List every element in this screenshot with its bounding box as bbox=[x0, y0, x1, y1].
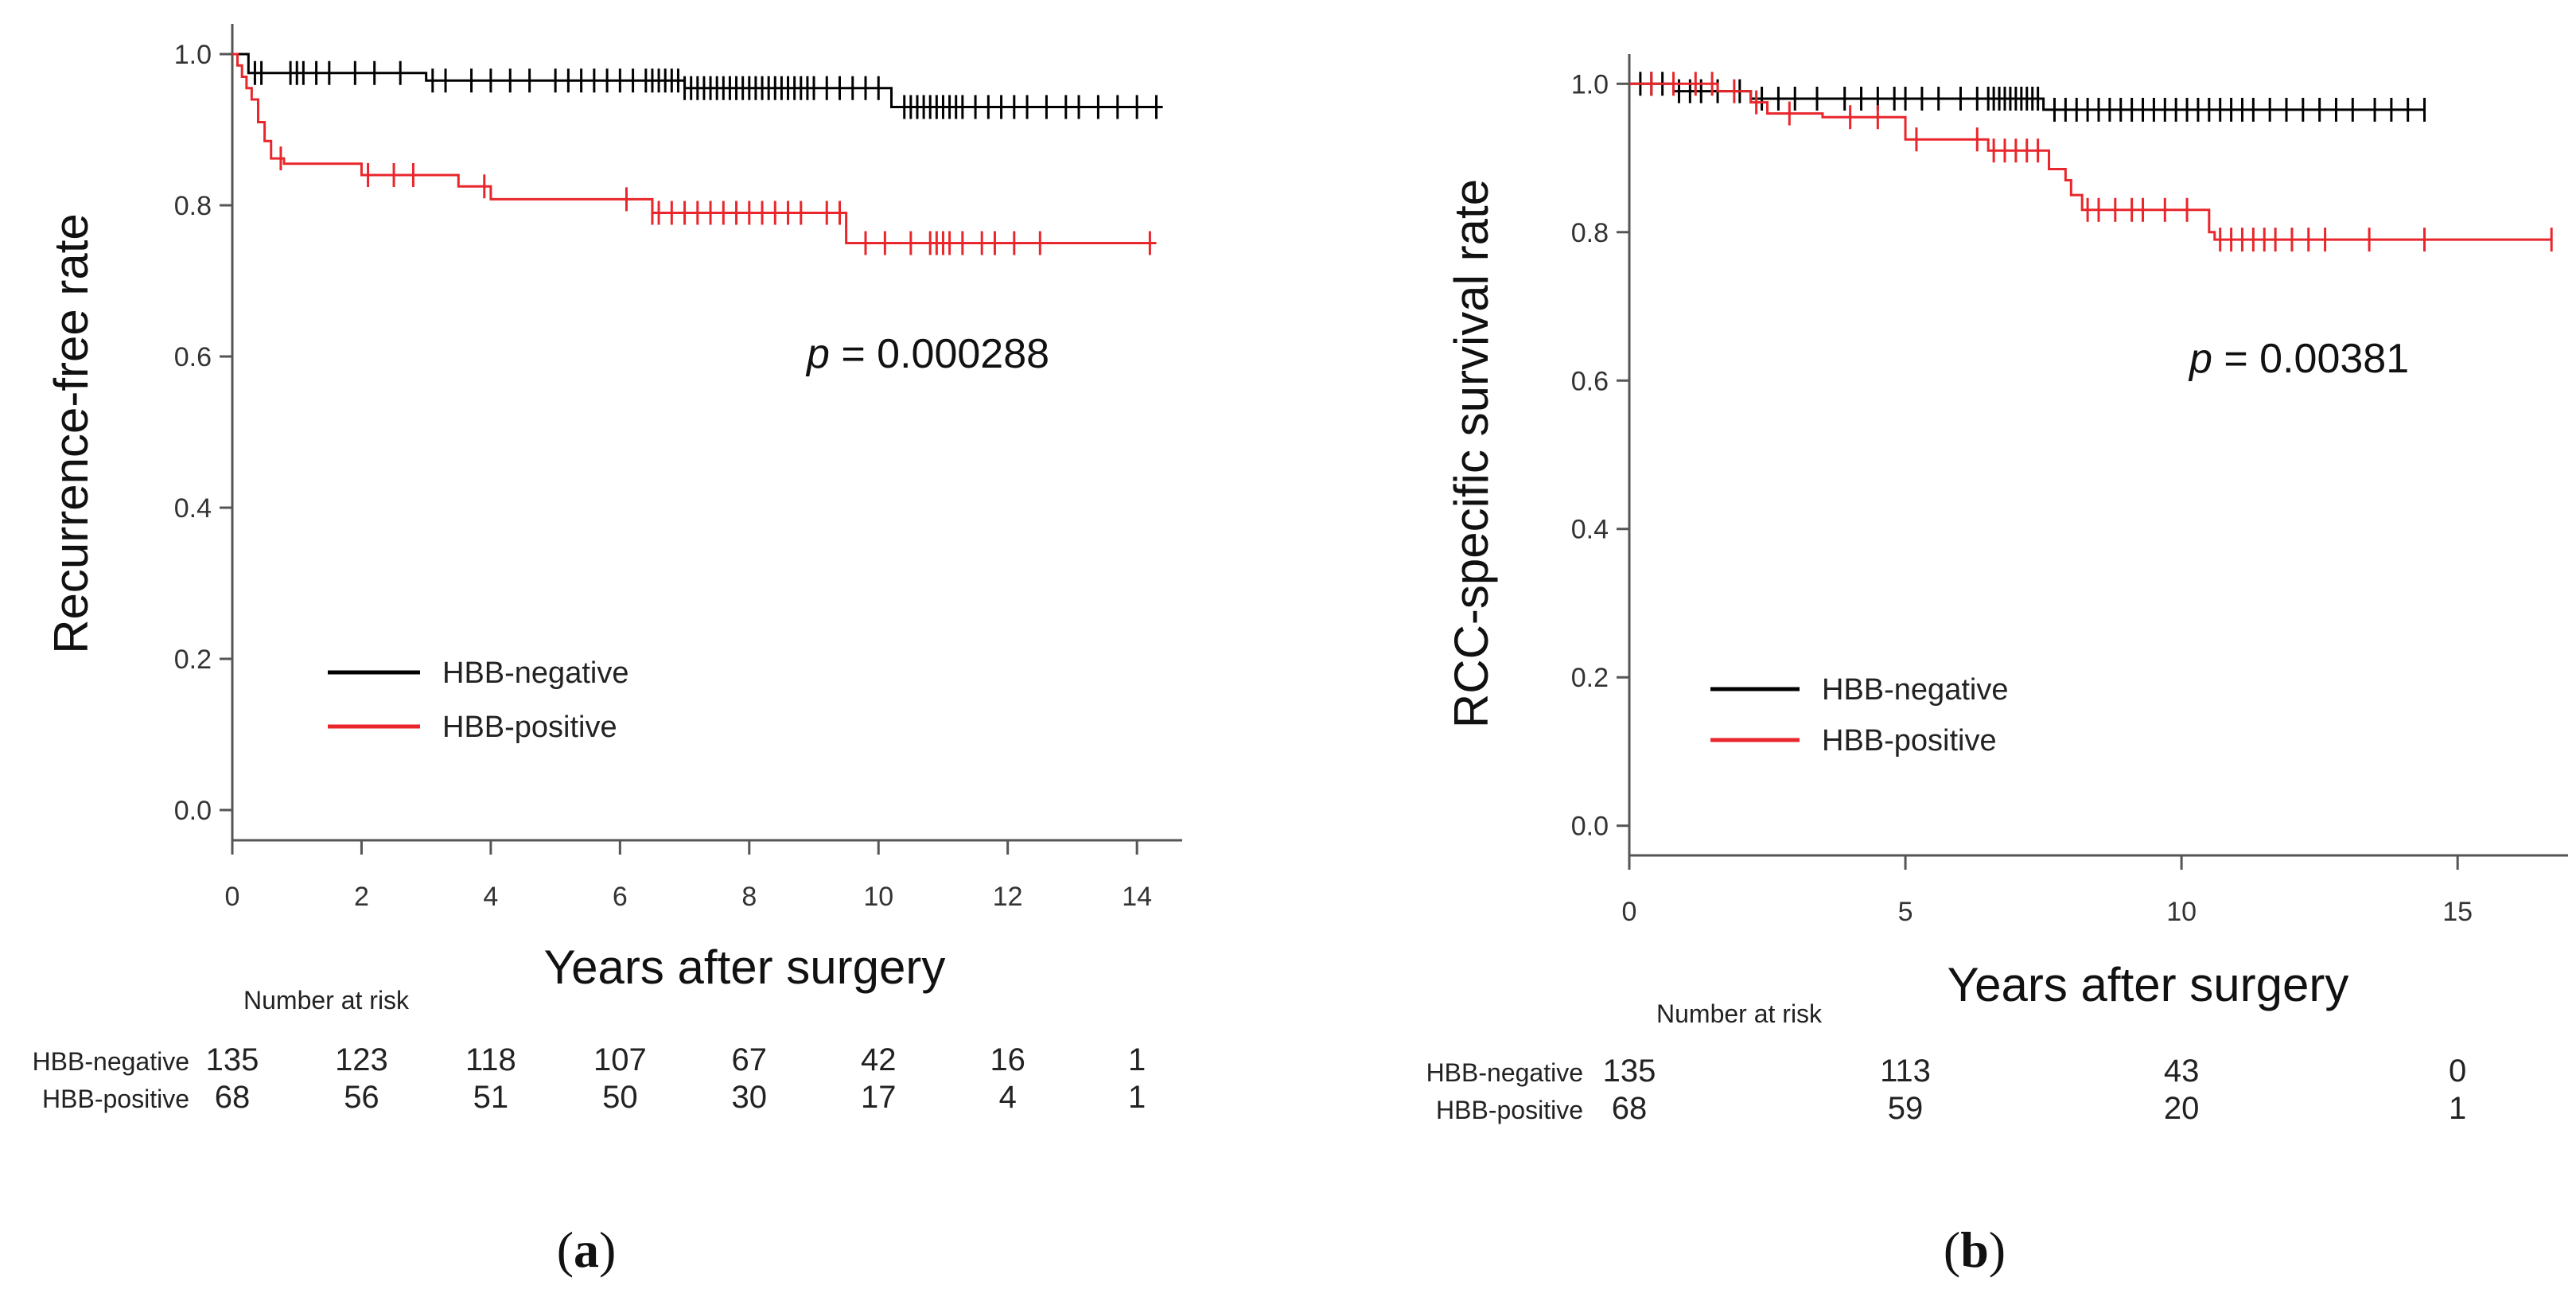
risk-value: 68 bbox=[1612, 1091, 1648, 1126]
risk-value: 113 bbox=[1880, 1054, 1931, 1089]
risk-value: 135 bbox=[1603, 1054, 1656, 1089]
legend-label: HBB-positive bbox=[442, 711, 617, 744]
risk-table-header: Number at risk bbox=[1656, 999, 1823, 1028]
risk-value: 68 bbox=[215, 1080, 251, 1115]
x-tick-label: 15 bbox=[2442, 897, 2473, 927]
risk-row-label: HBB-negative bbox=[33, 1047, 189, 1076]
y-tick-label: 0.0 bbox=[174, 796, 212, 826]
y-tick-label: 0.4 bbox=[1571, 515, 1609, 545]
panel-caption: (b) bbox=[1944, 1221, 2006, 1278]
risk-table: Number at risk HBB-negative 135 113 43 0 HBB-p… bbox=[1426, 999, 2467, 1126]
risk-value: 42 bbox=[861, 1042, 897, 1077]
series-hbb-positive bbox=[232, 53, 1157, 255]
x-tick-label: 0 bbox=[225, 882, 240, 912]
risk-value: 0 bbox=[2449, 1054, 2466, 1089]
risk-row-label: HBB-positive bbox=[1436, 1096, 1583, 1124]
legend-label: HBB-negative bbox=[1822, 673, 2008, 707]
legend: HBB-negative HBB-positive bbox=[1710, 673, 2008, 758]
risk-value: 20 bbox=[2164, 1091, 2200, 1126]
risk-table: Number at risk HBB-negative 135 123 118 107 67… bbox=[33, 986, 1146, 1115]
x-tick-label: 4 bbox=[483, 882, 498, 912]
y-tick-label: 0.4 bbox=[174, 493, 212, 524]
risk-value: 51 bbox=[473, 1080, 509, 1115]
series-hbb-negative bbox=[232, 53, 1163, 119]
risk-value: 50 bbox=[602, 1080, 638, 1115]
risk-table-header: Number at risk bbox=[243, 986, 410, 1015]
legend-label: HBB-negative bbox=[442, 656, 628, 690]
series-hbb-positive bbox=[1629, 72, 2553, 252]
risk-value: 118 bbox=[465, 1042, 516, 1077]
y-tick-label: 0.6 bbox=[174, 342, 212, 372]
x-tick-label: 5 bbox=[1898, 897, 1913, 927]
series-hbb-negative bbox=[1629, 72, 2426, 122]
risk-value: 56 bbox=[344, 1080, 379, 1115]
risk-value: 4 bbox=[999, 1080, 1017, 1115]
risk-row-label: HBB-negative bbox=[1426, 1058, 1583, 1087]
risk-value: 1 bbox=[1128, 1042, 1146, 1077]
risk-row-label: HBB-positive bbox=[42, 1085, 189, 1113]
risk-value: 67 bbox=[732, 1042, 768, 1077]
risk-value: 123 bbox=[335, 1042, 388, 1077]
x-tick-label: 2 bbox=[354, 882, 369, 912]
p-value: p = 0.000288 bbox=[805, 331, 1049, 377]
x-tick-label: 10 bbox=[863, 882, 893, 912]
panel-a: 0.00.20.40.60.81.00 2 4 6 8 10 12 14Recurrence-… bbox=[33, 24, 1182, 1278]
risk-value: 1 bbox=[2449, 1091, 2466, 1126]
x-tick-label: 12 bbox=[993, 882, 1023, 912]
risk-value: 107 bbox=[593, 1042, 647, 1077]
x-tick-label: 6 bbox=[613, 882, 628, 912]
panel-caption: (a) bbox=[557, 1221, 617, 1278]
y-tick-label: 1.0 bbox=[1571, 69, 1609, 99]
risk-value: 135 bbox=[206, 1042, 259, 1077]
y-tick-label: 0.8 bbox=[1571, 218, 1609, 248]
x-axis-title: Years after surgery bbox=[1948, 958, 2349, 1011]
risk-value: 59 bbox=[1888, 1091, 1924, 1126]
km-curve bbox=[232, 53, 1157, 244]
x-axis-title: Years after surgery bbox=[544, 941, 946, 994]
y-axis-title: RCC-specific survival rate bbox=[1445, 179, 1498, 728]
p-value: p = 0.00381 bbox=[2188, 336, 2409, 382]
x-tick-label: 14 bbox=[1122, 882, 1152, 912]
x-tick-label: 8 bbox=[741, 882, 757, 912]
legend: HBB-negative HBB-positive bbox=[328, 656, 628, 744]
x-tick-label: 10 bbox=[2166, 897, 2197, 927]
y-tick-label: 0.0 bbox=[1571, 812, 1609, 842]
risk-value: 43 bbox=[2164, 1054, 2200, 1089]
y-tick-label: 0.2 bbox=[1571, 663, 1609, 693]
y-tick-label: 0.2 bbox=[174, 645, 212, 675]
y-tick-label: 1.0 bbox=[174, 40, 212, 70]
risk-value: 30 bbox=[732, 1080, 768, 1115]
legend-label: HBB-positive bbox=[1822, 724, 1997, 758]
y-tick-label: 0.8 bbox=[174, 191, 212, 221]
y-tick-label: 0.6 bbox=[1571, 366, 1609, 396]
risk-value: 17 bbox=[861, 1080, 897, 1115]
risk-value: 1 bbox=[1128, 1080, 1146, 1115]
risk-value: 16 bbox=[990, 1042, 1025, 1077]
y-axis-title: Recurrence-free rate bbox=[45, 213, 98, 654]
km-curve bbox=[1629, 82, 2552, 241]
x-tick-label: 0 bbox=[1622, 897, 1637, 927]
